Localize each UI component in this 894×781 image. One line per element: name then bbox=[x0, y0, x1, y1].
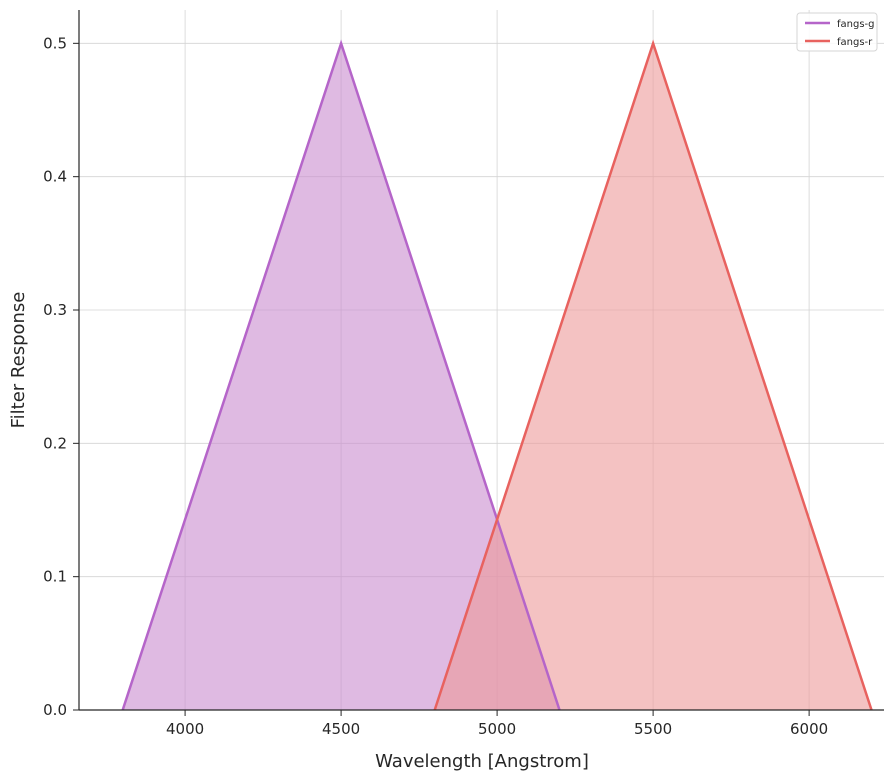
x-axis-label: Wavelength [Angstrom] bbox=[375, 751, 589, 772]
series-fills bbox=[122, 43, 872, 711]
x-tick-label: 5500 bbox=[634, 720, 672, 738]
x-tick-label: 4000 bbox=[166, 720, 204, 738]
legend-label-fangs-g: fangs-g bbox=[837, 19, 875, 30]
y-ticks: 0.0 0.1 0.2 0.3 0.4 0.5 bbox=[43, 34, 79, 719]
x-ticks: 4000 4500 5000 5500 6000 bbox=[166, 710, 828, 738]
y-tick-label: 0.0 bbox=[43, 701, 67, 719]
x-tick-label: 4500 bbox=[322, 720, 360, 738]
area-fangs-r bbox=[434, 43, 872, 711]
axes bbox=[78, 10, 884, 711]
y-axis-label: Filter Response bbox=[8, 292, 29, 429]
y-tick-label: 0.4 bbox=[43, 168, 67, 186]
x-tick-label: 6000 bbox=[790, 720, 828, 738]
legend-label-fangs-r: fangs-r bbox=[837, 37, 873, 48]
y-tick-label: 0.3 bbox=[43, 301, 67, 319]
series-lines bbox=[121, 39, 873, 711]
y-tick-label: 0.1 bbox=[43, 568, 67, 586]
x-tick-label: 5000 bbox=[478, 720, 516, 738]
line-fangs-g bbox=[121, 39, 561, 711]
y-tick-label: 0.2 bbox=[43, 434, 67, 452]
y-tick-label: 0.5 bbox=[43, 34, 67, 52]
legend: fangs-g fangs-r bbox=[796, 12, 878, 52]
area-fangs-g bbox=[122, 43, 560, 711]
line-fangs-r bbox=[433, 39, 873, 711]
